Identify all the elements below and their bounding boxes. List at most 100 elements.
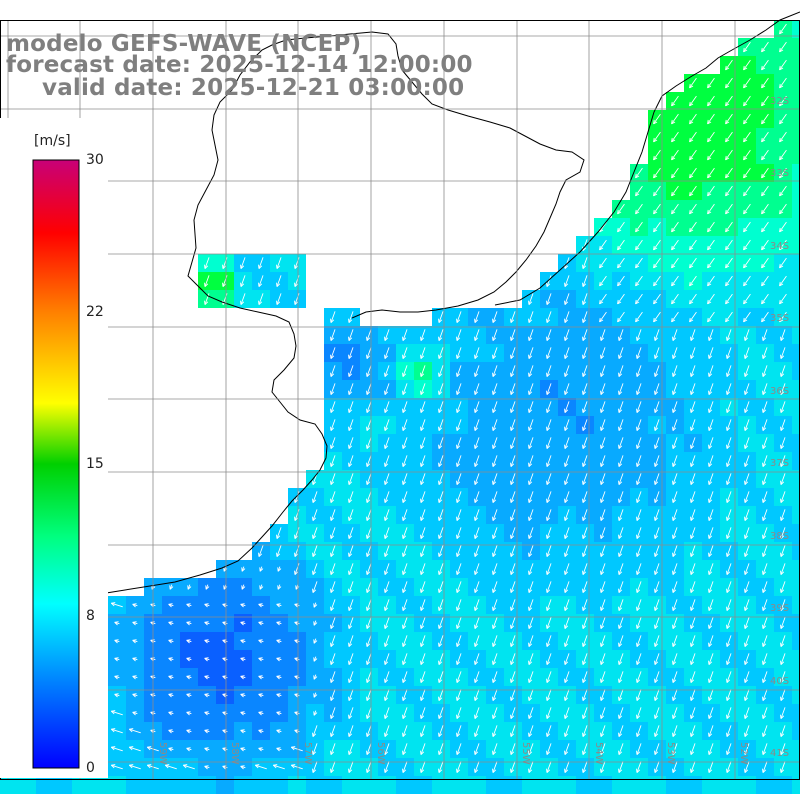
wind-arrow (582, 437, 588, 449)
wind-arrow (366, 527, 372, 539)
wind-arrow (780, 527, 786, 539)
wind-arrow (110, 602, 123, 608)
wind-arrow (744, 419, 750, 431)
wind-arrow (744, 401, 750, 413)
wind-arrow (128, 728, 141, 734)
wind-arrow (348, 311, 354, 323)
speed-cell (792, 416, 800, 434)
wind-arrow (528, 509, 534, 521)
wind-arrow (599, 275, 607, 287)
colorbar-tick: 30 (86, 152, 104, 168)
wind-arrow (636, 725, 642, 737)
wind-arrow (492, 401, 498, 413)
wind-arrow (708, 707, 714, 719)
wind-arrow (708, 365, 714, 377)
wind-arrow (762, 671, 768, 683)
wind-arrow (762, 437, 768, 449)
wind-arrow (456, 725, 462, 737)
speed-cell (144, 776, 162, 794)
wind-arrow (348, 419, 354, 431)
speed-cell (792, 164, 800, 182)
wind-arrow (492, 329, 498, 341)
wind-arrow (456, 365, 462, 377)
wind-arrow (492, 563, 498, 575)
wind-arrow (690, 473, 696, 485)
wind-arrow (384, 545, 390, 557)
speed-cell (108, 776, 126, 794)
wind-arrow (204, 747, 210, 752)
wind-arrow (240, 693, 246, 698)
wind-arrow (582, 599, 588, 611)
wind-arrow (653, 149, 661, 161)
wind-arrow (384, 581, 390, 593)
wind-arrow (187, 584, 192, 590)
wind-arrow (636, 545, 642, 557)
wind-arrow (708, 491, 714, 503)
wind-arrow (690, 671, 696, 683)
wind-arrow (744, 743, 750, 755)
wind-arrow (168, 639, 174, 644)
wind-arrow (420, 329, 426, 341)
wind-arrow (599, 257, 607, 269)
wind-arrow (128, 764, 141, 770)
wind-arrow (132, 639, 138, 644)
wind-arrow (492, 437, 498, 449)
wind-arrow (330, 545, 336, 557)
wind-arrow (348, 545, 354, 557)
wind-arrow (617, 311, 625, 323)
wind-arrow (780, 491, 786, 503)
wind-arrow (438, 347, 444, 359)
wind-arrow (510, 491, 516, 503)
wind-arrow (474, 527, 480, 539)
wind-arrow (743, 59, 751, 71)
wind-arrow (761, 221, 769, 233)
wind-arrow (671, 149, 679, 161)
wind-arrow (617, 293, 625, 305)
wind-arrow (654, 707, 660, 719)
wind-arrow (330, 329, 336, 341)
wind-arrow (528, 437, 534, 449)
wind-arrow (438, 689, 444, 701)
wind-arrow (330, 671, 336, 683)
wind-arrow (762, 635, 768, 647)
speed-cell (540, 776, 558, 794)
wind-arrow (474, 347, 480, 359)
wind-arrow (564, 275, 570, 287)
wind-arrow (313, 620, 318, 626)
speed-cell (54, 776, 72, 794)
wind-arrow (743, 77, 751, 89)
forecast-date: forecast date: 2025-12-14 12:00:00 (6, 52, 473, 78)
wind-arrow (689, 221, 697, 233)
wind-arrow (456, 653, 462, 665)
wind-arrow (492, 725, 498, 737)
wind-arrow (546, 365, 552, 377)
wind-arrow (654, 473, 660, 485)
wind-arrow (438, 419, 444, 431)
wind-arrow (510, 653, 516, 665)
speed-cell (792, 704, 800, 722)
wind-arrow (474, 617, 480, 629)
wind-arrow (707, 95, 715, 107)
wind-arrow (708, 437, 714, 449)
wind-arrow (313, 710, 318, 716)
wind-arrow (438, 527, 444, 539)
wind-arrow (510, 347, 516, 359)
wind-arrow (689, 77, 697, 89)
wind-arrow (456, 689, 462, 701)
wind-arrow (726, 437, 732, 449)
wind-arrow (780, 383, 786, 395)
wind-arrow (653, 221, 661, 233)
lon-label: 53W (665, 742, 676, 765)
wind-arrow (653, 293, 661, 305)
wind-arrow (402, 329, 408, 341)
wind-arrow (725, 95, 733, 107)
wind-arrow (744, 761, 750, 773)
wind-arrow (762, 473, 768, 485)
wind-arrow (438, 563, 444, 575)
wind-arrow (132, 675, 138, 680)
wind-arrow (725, 275, 733, 287)
wind-arrow (110, 764, 123, 770)
wind-arrow (492, 581, 498, 593)
speed-cell (774, 776, 792, 794)
wind-arrow (348, 509, 354, 521)
